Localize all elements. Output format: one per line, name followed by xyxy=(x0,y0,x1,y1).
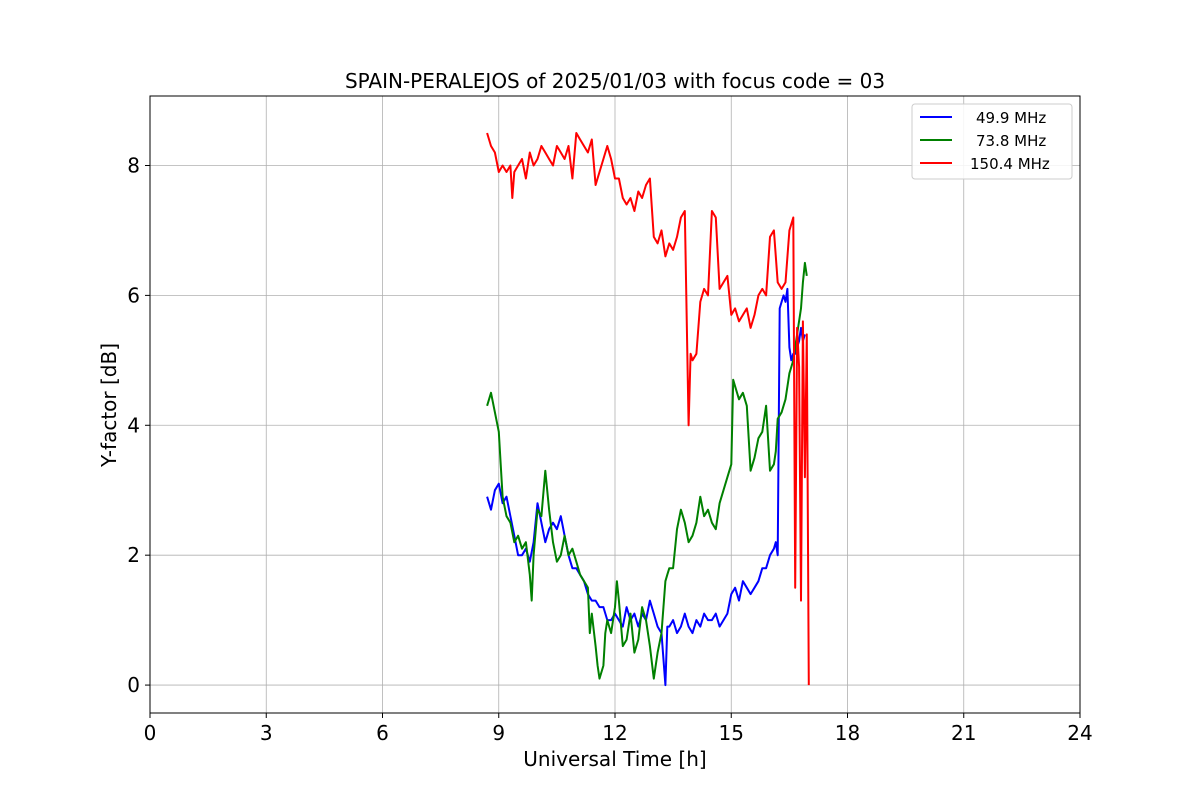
y-tick-label: 0 xyxy=(127,673,140,697)
x-tick-label: 15 xyxy=(719,721,744,745)
x-tick-label: 12 xyxy=(602,721,627,745)
y-tick-label: 8 xyxy=(127,153,140,177)
legend-label-150-4: 150.4 MHz xyxy=(970,155,1050,173)
y-axis-label: Y-factor [dB] xyxy=(97,343,121,468)
chart-title: SPAIN-PERALEJOS of 2025/01/03 with focus… xyxy=(345,69,885,93)
y-tick-label: 4 xyxy=(127,413,140,437)
x-tick-label: 24 xyxy=(1067,721,1092,745)
grid xyxy=(149,96,1081,713)
legend: 49.9 MHz 73.8 MHz 150.4 MHz xyxy=(911,103,1073,180)
x-axis-label: Universal Time [h] xyxy=(523,747,706,771)
series-layer xyxy=(486,132,810,687)
series-73-8-mhz xyxy=(486,261,808,680)
series-150-4-mhz xyxy=(486,132,810,686)
x-tick-label: 9 xyxy=(492,721,505,745)
series-49-9-mhz xyxy=(486,287,806,687)
x-tick-label: 6 xyxy=(376,721,389,745)
legend-label-73-8: 73.8 MHz xyxy=(976,132,1046,150)
y-tick-label: 6 xyxy=(127,283,140,307)
x-tick-label: 0 xyxy=(144,721,157,745)
x-tick-label: 21 xyxy=(951,721,976,745)
legend-box xyxy=(911,103,1073,180)
x-tick-label: 18 xyxy=(835,721,860,745)
y-tick-label: 2 xyxy=(127,543,140,567)
x-axis-ticks: 0 3 6 9 12 15 18 21 24 xyxy=(144,713,1093,745)
x-tick-label: 3 xyxy=(260,721,273,745)
y-axis-ticks: 0 2 4 6 8 xyxy=(127,153,150,697)
legend-label-49-9: 49.9 MHz xyxy=(976,109,1046,127)
